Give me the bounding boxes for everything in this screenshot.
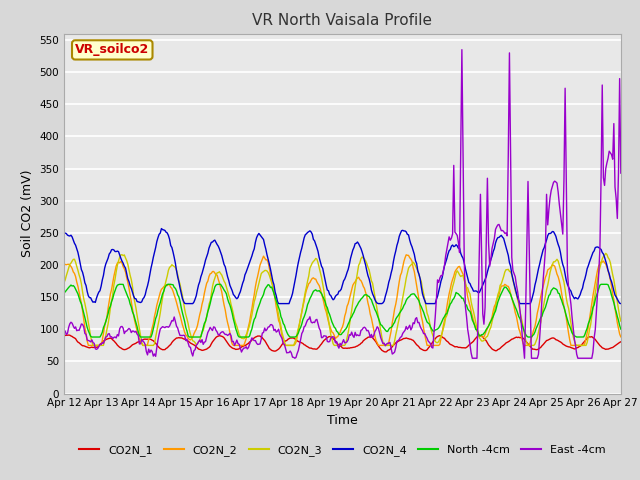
Line: CO2N_3: CO2N_3 xyxy=(64,253,621,346)
East -4cm xyxy=(458,47,466,52)
CO2N_2 xyxy=(343,303,351,309)
CO2N_2 xyxy=(466,303,474,309)
CO2N_3 xyxy=(60,280,68,286)
CO2N_2 xyxy=(454,264,462,270)
CO2N_3 xyxy=(593,283,600,289)
North -4cm xyxy=(594,290,602,296)
Line: CO2N_1: CO2N_1 xyxy=(64,335,621,352)
CO2N_4 xyxy=(182,300,189,307)
Line: CO2N_2: CO2N_2 xyxy=(64,255,621,346)
CO2N_3 xyxy=(617,318,625,324)
CO2N_4 xyxy=(466,281,474,287)
East -4cm xyxy=(466,342,474,348)
CO2N_1 xyxy=(466,341,474,347)
CO2N_4 xyxy=(344,266,352,272)
Line: CO2N_4: CO2N_4 xyxy=(64,228,621,304)
CO2N_2 xyxy=(60,261,68,266)
Y-axis label: Soil CO2 (mV): Soil CO2 (mV) xyxy=(21,170,34,257)
Title: VR North Vaisala Profile: VR North Vaisala Profile xyxy=(252,13,433,28)
North -4cm xyxy=(466,309,474,314)
CO2N_4 xyxy=(617,300,625,307)
CO2N_1 xyxy=(454,345,462,350)
North -4cm xyxy=(116,281,124,287)
East -4cm xyxy=(343,339,351,345)
East -4cm xyxy=(617,170,625,176)
East -4cm xyxy=(473,355,481,361)
CO2N_2 xyxy=(594,267,602,273)
North -4cm xyxy=(454,291,462,297)
East -4cm xyxy=(453,233,461,239)
CO2N_1 xyxy=(617,339,625,345)
Legend: CO2N_1, CO2N_2, CO2N_3, CO2N_4, North -4cm, East -4cm: CO2N_1, CO2N_2, CO2N_3, CO2N_4, North -4… xyxy=(75,440,610,460)
CO2N_2 xyxy=(84,343,92,348)
CO2N_4 xyxy=(473,288,481,294)
CO2N_4 xyxy=(454,245,462,251)
North -4cm xyxy=(88,334,96,340)
Line: North -4cm: North -4cm xyxy=(64,284,621,337)
CO2N_1 xyxy=(381,349,389,355)
East -4cm xyxy=(314,321,322,327)
CO2N_3 xyxy=(89,343,97,348)
North -4cm xyxy=(617,326,625,332)
North -4cm xyxy=(344,321,352,327)
CO2N_4 xyxy=(157,226,165,231)
CO2N_1 xyxy=(60,333,68,338)
CO2N_3 xyxy=(465,289,473,295)
CO2N_3 xyxy=(453,268,461,274)
CO2N_4 xyxy=(60,230,68,236)
CO2N_1 xyxy=(314,345,322,351)
Line: East -4cm: East -4cm xyxy=(64,49,621,358)
CO2N_3 xyxy=(314,260,322,266)
CO2N_1 xyxy=(473,334,481,340)
X-axis label: Time: Time xyxy=(327,414,358,427)
CO2N_1 xyxy=(594,340,602,346)
CO2N_4 xyxy=(594,244,602,250)
East -4cm xyxy=(594,288,602,294)
CO2N_2 xyxy=(314,281,322,287)
CO2N_2 xyxy=(403,252,410,258)
CO2N_4 xyxy=(316,254,323,260)
North -4cm xyxy=(60,290,68,296)
North -4cm xyxy=(473,327,481,333)
North -4cm xyxy=(316,288,323,293)
CO2N_2 xyxy=(473,328,481,334)
CO2N_3 xyxy=(472,320,479,326)
Text: VR_soilco2: VR_soilco2 xyxy=(75,43,149,56)
CO2N_3 xyxy=(602,251,609,256)
CO2N_2 xyxy=(617,334,625,340)
CO2N_1 xyxy=(65,332,72,338)
East -4cm xyxy=(60,328,68,334)
CO2N_1 xyxy=(343,346,351,351)
CO2N_3 xyxy=(343,335,351,341)
East -4cm xyxy=(291,355,299,361)
